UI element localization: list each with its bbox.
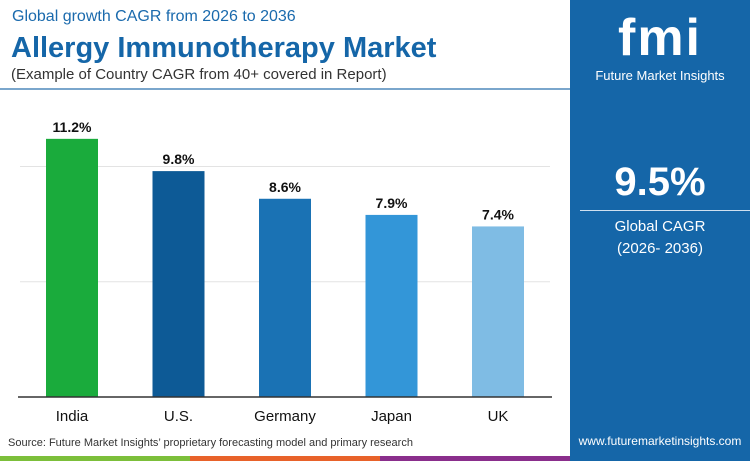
bar-india: [46, 138, 98, 397]
x-tick-label: Japan: [371, 408, 412, 425]
stripe-orange: [190, 456, 380, 461]
brand-name: Future Market Insights: [595, 68, 725, 83]
x-tick-label: India: [56, 408, 89, 425]
bar-us: [152, 171, 205, 397]
global-cagr-label: Global CAGR: [614, 218, 706, 235]
fmi-logo: fmi Future Market Insights: [570, 8, 750, 83]
data-label: 7.9%: [376, 195, 408, 211]
stripe-green: [0, 456, 190, 461]
chart-note: (Example of Country CAGR from 40+ covere…: [11, 66, 387, 83]
website-link[interactable]: www.futuremarketinsights.com: [578, 434, 742, 448]
global-cagr-value: 9.5%: [614, 160, 706, 204]
panel-divider: [580, 210, 750, 211]
source-note: Source: Future Market Insights’ propriet…: [8, 437, 413, 449]
chart-title: Allergy Immunotherapy Market: [11, 32, 437, 64]
x-tick-label: U.S.: [164, 408, 193, 425]
global-cagr-period: (2026- 2036): [617, 240, 703, 257]
data-label: 7.4%: [482, 206, 514, 222]
x-tick-label: UK: [488, 408, 509, 425]
header-divider: [0, 88, 570, 90]
bar-germany: [259, 198, 311, 397]
bar-uk: [472, 226, 524, 397]
side-panel: fmi Future Market Insights 9.5% Global C…: [570, 0, 750, 461]
x-tick-label: Germany: [254, 408, 316, 425]
data-label: 8.6%: [269, 179, 301, 195]
data-label: 11.2%: [53, 119, 92, 135]
logo-mark: fmi: [618, 9, 702, 67]
data-label: 9.8%: [163, 151, 195, 167]
stripe-purple: [380, 456, 570, 461]
bar-japan: [365, 214, 418, 397]
chart-subtitle: Global growth CAGR from 2026 to 2036: [12, 8, 296, 25]
bar-chart: 11.2% India 9.8% U.S. 8.6% Germany 7.9% Japan 7.…: [18, 119, 552, 425]
